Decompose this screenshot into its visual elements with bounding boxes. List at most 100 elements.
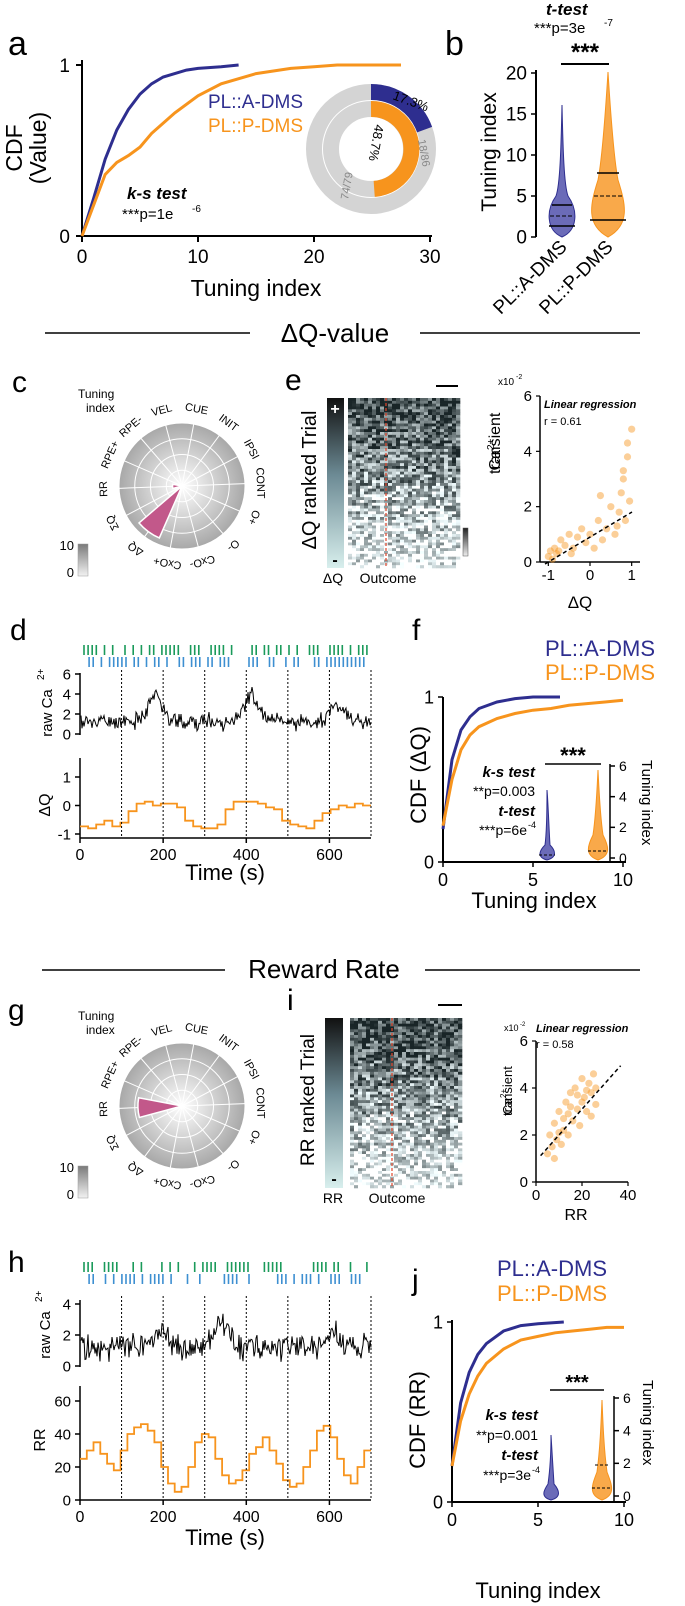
heat-cell bbox=[454, 1134, 459, 1138]
heat-cell bbox=[406, 1176, 411, 1180]
heat-cell bbox=[422, 1094, 427, 1098]
heat-cell bbox=[384, 454, 389, 458]
panel-e-scatter-ylabel-sup: 2+ bbox=[486, 438, 497, 450]
heat-cell bbox=[360, 514, 365, 518]
heat-cell bbox=[448, 551, 453, 555]
heat-cell bbox=[432, 471, 437, 475]
heat-cell bbox=[378, 1125, 383, 1129]
heat-cell bbox=[410, 1185, 415, 1189]
panel-d-dq-trace bbox=[80, 800, 371, 830]
heat-cell bbox=[434, 1023, 439, 1027]
heat-cell bbox=[362, 1162, 367, 1166]
heat-cell bbox=[422, 1029, 427, 1033]
heat-cell bbox=[450, 1154, 455, 1158]
heat-cell bbox=[352, 539, 357, 543]
heat-cell bbox=[406, 1057, 411, 1061]
heat-cell bbox=[392, 446, 397, 450]
heat-cell bbox=[430, 1148, 435, 1152]
heat-cell bbox=[372, 488, 377, 492]
panel-c-polar: VEL CUEINITIPSICONTO+O-CxO-CxO+ΔQΣQRRRPE+… bbox=[98, 401, 267, 571]
heat-cell bbox=[442, 1094, 447, 1098]
heat-cell bbox=[376, 412, 381, 416]
heat-cell bbox=[412, 409, 417, 413]
heat-cell bbox=[390, 1105, 395, 1109]
heat-cell bbox=[432, 466, 437, 470]
heat-cell bbox=[410, 1097, 415, 1101]
heat-cell bbox=[386, 1060, 391, 1064]
heat-cell bbox=[452, 468, 457, 472]
heat-cell bbox=[410, 1171, 415, 1175]
heat-cell bbox=[408, 497, 413, 501]
heat-cell bbox=[454, 1074, 459, 1078]
heat-cell bbox=[350, 1145, 355, 1149]
heat-cell bbox=[396, 562, 401, 566]
heat-cell bbox=[370, 1080, 375, 1084]
heat-cell bbox=[434, 1156, 439, 1160]
heat-cell bbox=[386, 1185, 391, 1189]
heat-cell bbox=[450, 1046, 455, 1050]
heat-cell bbox=[396, 480, 401, 484]
heat-cell bbox=[386, 1097, 391, 1101]
heat-cell bbox=[360, 508, 365, 512]
heat-cell bbox=[354, 1108, 359, 1112]
heat-cell bbox=[364, 451, 369, 455]
heat-cell bbox=[418, 1151, 423, 1155]
heat-cell bbox=[352, 480, 357, 484]
heat-cell bbox=[416, 531, 421, 535]
heat-cell bbox=[376, 403, 381, 407]
heat-cell bbox=[396, 525, 401, 529]
heat-cell bbox=[362, 1049, 367, 1053]
heat-cell bbox=[370, 1052, 375, 1056]
heat-cell bbox=[420, 463, 425, 467]
heat-cell bbox=[396, 446, 401, 450]
heat-cell bbox=[348, 491, 353, 495]
heat-cell bbox=[370, 1029, 375, 1033]
heat-cell bbox=[456, 432, 461, 436]
panel-i-reg-r: r = 0.58 bbox=[536, 1039, 574, 1051]
panel-a-ks-p: ***p=1e bbox=[122, 206, 173, 223]
tick-label: 4 bbox=[524, 443, 532, 460]
heat-cell bbox=[370, 1179, 375, 1183]
heat-cell bbox=[440, 491, 445, 495]
heat-cell bbox=[398, 1063, 403, 1067]
heat-cell bbox=[408, 548, 413, 552]
heat-cell bbox=[432, 409, 437, 413]
heat-cell bbox=[368, 429, 373, 433]
heat-cell bbox=[422, 1120, 427, 1124]
heat-cell bbox=[366, 1134, 371, 1138]
heat-cell bbox=[376, 398, 381, 402]
heat-cell bbox=[458, 1173, 463, 1177]
heat-cell bbox=[438, 1032, 443, 1036]
heat-cell bbox=[428, 474, 433, 478]
heat-cell bbox=[458, 1023, 463, 1027]
heat-cell bbox=[412, 548, 417, 552]
heat-cell bbox=[400, 460, 405, 464]
heat-cell bbox=[434, 1086, 439, 1090]
heat-cell bbox=[452, 412, 457, 416]
heat-cell bbox=[450, 1032, 455, 1036]
heat-cell bbox=[388, 432, 393, 436]
heat-cell bbox=[372, 562, 377, 566]
heat-cell bbox=[444, 483, 449, 487]
heat-cell bbox=[380, 497, 385, 501]
heat-cell bbox=[432, 548, 437, 552]
heat-cell bbox=[418, 1088, 423, 1092]
heat-cell bbox=[416, 553, 421, 557]
heat-cell bbox=[418, 1128, 423, 1132]
heat-cell bbox=[432, 534, 437, 538]
heat-cell bbox=[400, 417, 405, 421]
heat-cell bbox=[412, 420, 417, 424]
heat-cell bbox=[388, 474, 393, 478]
heat-cell bbox=[388, 542, 393, 546]
heat-cell bbox=[354, 1114, 359, 1118]
heat-cell bbox=[410, 1137, 415, 1141]
heat-cell bbox=[390, 1035, 395, 1039]
heat-cell bbox=[366, 1154, 371, 1158]
heat-cell bbox=[458, 1054, 463, 1058]
scatter-point bbox=[623, 453, 632, 461]
heat-cell bbox=[380, 525, 385, 529]
heat-cell bbox=[420, 477, 425, 481]
heat-cell bbox=[416, 548, 421, 552]
heat-cell bbox=[368, 517, 373, 521]
